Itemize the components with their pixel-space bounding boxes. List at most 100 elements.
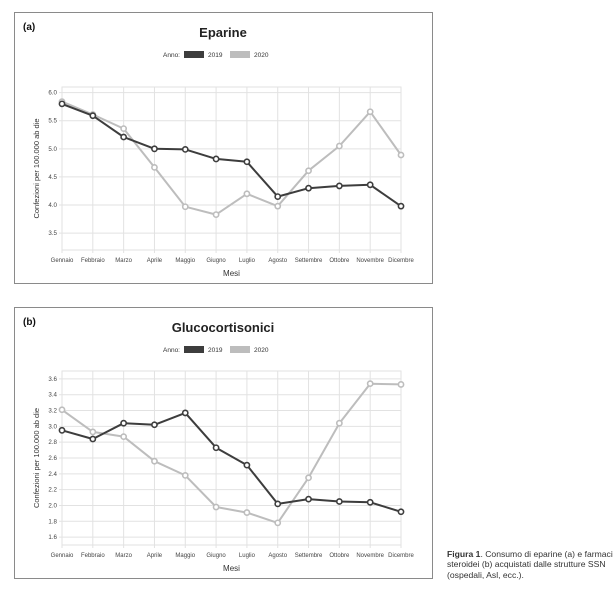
y-tick-label: 5.0 — [48, 146, 57, 153]
x-tick-label: Gennaio — [51, 258, 74, 264]
data-point-2019 — [305, 184, 312, 192]
y-tick-label: 3.6 — [48, 376, 57, 383]
data-point-2019 — [181, 145, 189, 153]
series-2020 — [58, 98, 405, 218]
y-tick-label: 2.8 — [48, 439, 57, 446]
x-tick-label: Ottobre — [329, 553, 350, 559]
data-point-2019 — [120, 133, 128, 141]
x-tick-label: Marzo — [115, 553, 132, 559]
data-point-2020 — [151, 457, 158, 465]
data-point-2019 — [58, 100, 66, 108]
x-tick-label: Novembre — [356, 258, 384, 264]
data-point-2020 — [243, 509, 251, 516]
x-tick-label: Maggio — [175, 553, 195, 559]
line-chart-eparine: (a) Eparine Anno: 2019 2020 Gennaio Febbraio Ma… — [23, 22, 414, 278]
grid — [59, 370, 402, 548]
legend-label-2019: 2019 — [208, 52, 223, 59]
x-tick-label: Settembre — [295, 553, 323, 559]
data-point-2019 — [397, 508, 405, 516]
x-axis-label: Mesi — [223, 269, 240, 278]
data-point-2020 — [366, 108, 374, 116]
data-point-2020 — [151, 163, 158, 171]
data-point-2020 — [120, 433, 128, 441]
x-tick-label: Luglio — [239, 258, 256, 264]
legend-swatch-2019 — [184, 346, 204, 353]
data-point-2020 — [305, 167, 312, 175]
y-tick-label: 2.0 — [48, 502, 57, 509]
caption-text: . Consumo di eparine (a) e farmaci stero… — [447, 549, 613, 580]
series-line-2020 — [61, 382, 402, 524]
data-point-2019 — [120, 419, 128, 427]
legend: Anno: 2019 2020 — [163, 346, 269, 354]
data-point-2020 — [89, 428, 97, 436]
y-tick-label: 2.4 — [48, 471, 57, 478]
data-point-2019 — [243, 158, 251, 166]
caption-label: Figura 1 — [447, 549, 481, 559]
y-tick-label: 1.8 — [48, 518, 57, 525]
y-tick-label: 3.2 — [48, 408, 57, 415]
data-point-2019 — [212, 444, 220, 452]
data-point-2019 — [335, 498, 343, 505]
y-tick-label: 3.0 — [48, 423, 57, 430]
legend-swatch-2020 — [230, 51, 250, 58]
plot-area — [61, 86, 402, 251]
y-tick-label: 5.5 — [48, 118, 57, 125]
data-point-2019 — [274, 193, 282, 201]
data-point-2019 — [366, 498, 374, 506]
x-tick-label: Marzo — [115, 258, 132, 264]
series-line-2019 — [61, 102, 402, 208]
data-point-2020 — [305, 474, 312, 482]
x-tick-label: Dicembre — [388, 258, 414, 264]
data-point-2019 — [335, 182, 343, 190]
series-2019 — [58, 409, 405, 516]
line-chart-glucocortisonici: (b) Glucocortisonici Anno: 2019 2020 Gennaio F… — [23, 317, 414, 573]
y-axis-label: Confezioni per 100.000 ab die — [32, 118, 41, 218]
data-point-2020 — [212, 503, 220, 511]
data-point-2020 — [397, 151, 405, 159]
series-2020 — [58, 380, 405, 527]
data-point-2019 — [89, 112, 97, 120]
chart-title: Glucocortisonici — [172, 320, 275, 335]
series-line-2020 — [61, 100, 402, 216]
data-point-2019 — [151, 421, 158, 429]
data-point-2019 — [366, 181, 374, 189]
chart-panel-eparine: (a) Eparine Anno: 2019 2020 Gennaio Febbraio Ma… — [14, 12, 433, 284]
legend-label-2020: 2020 — [254, 347, 269, 354]
data-point-2020 — [212, 211, 220, 218]
x-tick-label: Aprile — [147, 553, 163, 559]
x-tick-label: Febbraio — [81, 258, 105, 264]
data-point-2019 — [151, 145, 158, 153]
legend: Anno: 2019 2020 — [163, 51, 269, 59]
data-point-2019 — [181, 409, 189, 417]
legend-label-2019: 2019 — [208, 347, 223, 354]
data-point-2020 — [58, 406, 66, 414]
data-point-2020 — [335, 419, 343, 427]
data-point-2019 — [305, 495, 312, 503]
x-tick-label: Agosto — [268, 553, 287, 559]
y-tick-label: 2.2 — [48, 487, 57, 494]
data-point-2020 — [120, 125, 128, 132]
x-tick-label: Aprile — [147, 258, 163, 264]
y-tick-label: 3.4 — [48, 392, 57, 399]
panel-label: (a) — [23, 22, 35, 33]
data-point-2020 — [274, 519, 282, 527]
y-axis-label: Confezioni per 100.000 ab die — [32, 408, 41, 508]
x-axis-label: Mesi — [223, 564, 240, 573]
data-point-2019 — [58, 426, 66, 434]
data-point-2020 — [243, 190, 251, 198]
x-tick-label: Dicembre — [388, 553, 414, 559]
figure-caption: Figura 1. Consumo di eparine (a) e farma… — [447, 549, 616, 580]
legend-title: Anno: — [163, 52, 180, 59]
chart-panel-glucocortisonici: (b) Glucocortisonici Anno: 2019 2020 Gennaio F… — [14, 307, 433, 579]
data-point-2020 — [181, 471, 189, 479]
x-tick-label: Maggio — [175, 258, 195, 264]
data-point-2020 — [335, 142, 343, 150]
data-point-2020 — [397, 381, 405, 388]
x-tick-label: Febbraio — [81, 553, 105, 559]
x-tick-label: Giugno — [206, 553, 226, 559]
y-tick-label: 2.6 — [48, 455, 57, 462]
data-point-2019 — [243, 461, 251, 469]
x-tick-label: Luglio — [239, 553, 256, 559]
legend-swatch-2020 — [230, 346, 250, 353]
series-line-2019 — [61, 411, 402, 513]
